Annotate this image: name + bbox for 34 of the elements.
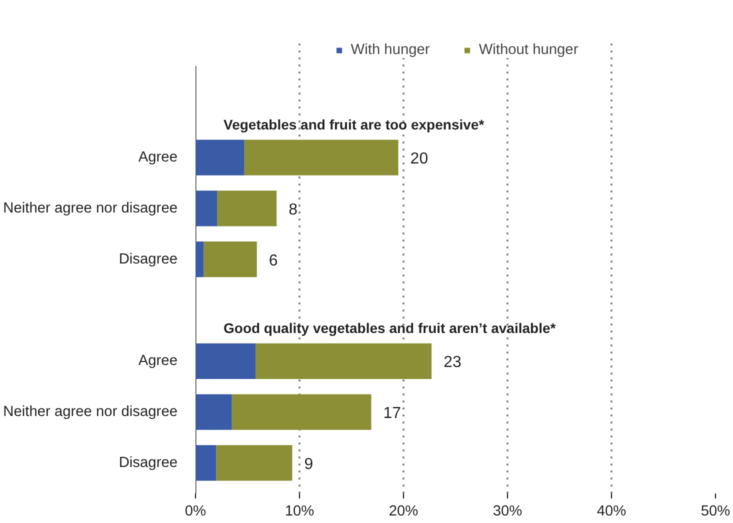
legend-label: With hunger [350, 42, 430, 58]
bar [204, 242, 257, 278]
x-tick-label: 20% [388, 504, 418, 520]
total-label: 23 [444, 354, 462, 372]
x-tick-label: 40% [596, 504, 626, 520]
bar [217, 190, 277, 226]
bar [196, 242, 204, 278]
total-label: 8 [288, 201, 298, 218]
annotation: Good quality vegetables and fruit aren’t available* [224, 320, 556, 336]
total-label: 9 [304, 456, 314, 473]
y-tick-label: Disagree [118, 251, 178, 268]
y-tick-label: Agree [138, 353, 178, 370]
total-label: 6 [268, 252, 278, 270]
bar [244, 140, 398, 176]
bar [216, 445, 292, 481]
legend-label: Without hunger [478, 42, 578, 58]
x-tick-label: 30% [492, 504, 522, 520]
total-label: 17 [383, 405, 402, 422]
y-tick-label: Agree [138, 150, 178, 166]
y-tick-label: Neither agree nor disagree [3, 404, 178, 420]
annotation: Vegetables and fruit are too expensive* [224, 116, 485, 132]
y-tick-label: Neither agree nor disagree [3, 200, 178, 216]
x-tick-label: 50% [700, 504, 730, 520]
x-tick-label: 0% [184, 504, 206, 520]
x-tick-label: 10% [284, 504, 314, 520]
bar [196, 140, 244, 176]
bar [256, 343, 432, 379]
bar [196, 343, 256, 379]
total-label: 20 [410, 150, 428, 168]
bar [196, 190, 218, 226]
bar [196, 445, 216, 481]
bar [232, 394, 372, 430]
bar [196, 394, 232, 430]
y-tick-label: Disagree [118, 454, 178, 471]
